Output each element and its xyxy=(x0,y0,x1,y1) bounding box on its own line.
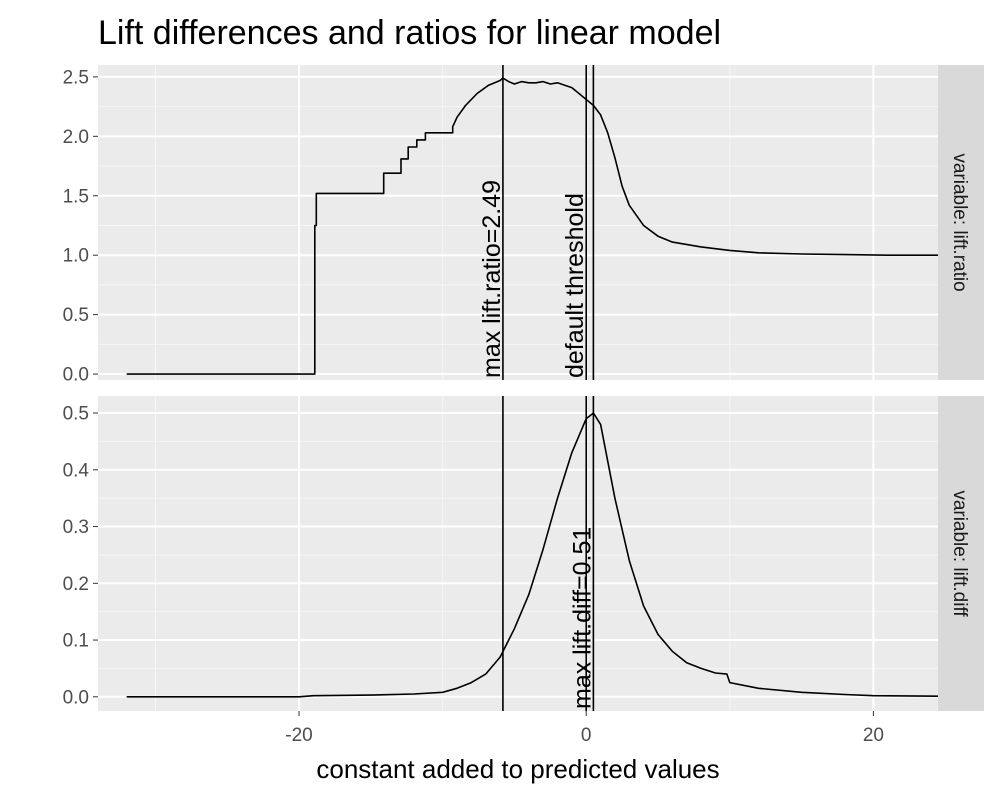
strip-label: variable: lift.diff xyxy=(949,490,970,617)
y-tick-label: 0.3 xyxy=(63,517,89,538)
panel-lift-ratio: max lift.ratio=2.49 default threshold 0.0… xyxy=(63,65,984,386)
y-tick-label: 2.5 xyxy=(63,67,89,88)
panel-background xyxy=(98,396,938,711)
y-tick-label: 1.0 xyxy=(63,246,89,267)
y-tick-label: 0.4 xyxy=(63,460,90,481)
y-axis: 0.0 0.5 1.0 1.5 2.0 2.5 xyxy=(63,67,98,386)
panel-lines: max lift.diff=0.51 xyxy=(126,396,939,711)
vline-label: max lift.diff=0.51 xyxy=(568,527,596,709)
panel-lines: max lift.ratio=2.49 default threshold xyxy=(126,65,938,380)
vline-label: max lift.ratio=2.49 xyxy=(478,180,506,378)
chart-title: Lift differences and ratios for linear m… xyxy=(98,14,721,52)
strip-label: variable: lift.ratio xyxy=(949,153,970,291)
y-tick-label: 2.0 xyxy=(63,127,89,148)
x-tick-label: -20 xyxy=(285,725,312,746)
x-axis-title: constant added to predicted values xyxy=(316,754,719,784)
y-tick-label: 0.2 xyxy=(63,574,89,595)
strip-background xyxy=(938,396,984,711)
y-tick-label: 0.5 xyxy=(63,305,89,326)
y-tick-label: 0.5 xyxy=(63,404,89,425)
series-line xyxy=(126,77,938,375)
vline-label: default threshold xyxy=(561,193,589,378)
x-tick-label: 20 xyxy=(863,725,884,746)
x-axis: -20 0 20 xyxy=(285,711,884,746)
y-tick-label: 1.5 xyxy=(63,186,89,207)
x-tick-label: 0 xyxy=(581,725,592,746)
panel-lift-diff: max lift.diff=0.51 0.0 0.1 0.2 0.3 0.4 0.5 va… xyxy=(63,396,984,711)
panel-background xyxy=(98,65,938,380)
strip-background xyxy=(938,65,984,380)
y-tick-label: 0.0 xyxy=(63,687,89,708)
y-axis: 0.0 0.1 0.2 0.3 0.4 0.5 xyxy=(63,404,98,708)
panel-grid xyxy=(98,396,938,711)
y-tick-label: 0.0 xyxy=(63,365,89,386)
y-tick-label: 0.1 xyxy=(63,631,89,652)
panel-grid xyxy=(98,65,938,380)
